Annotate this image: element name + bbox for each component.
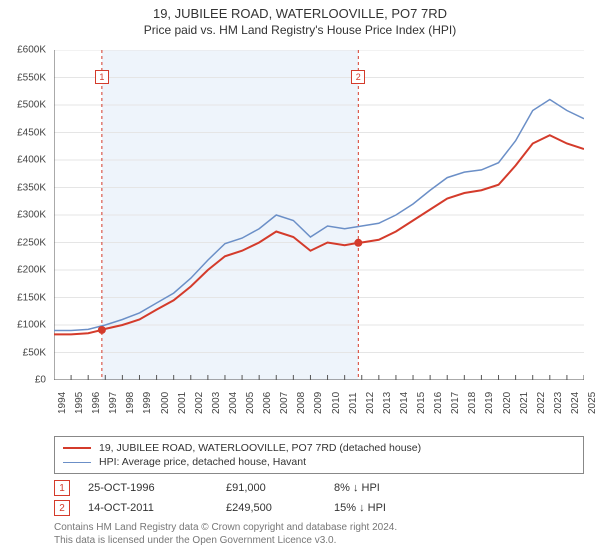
x-tick-label: 2009 xyxy=(313,392,324,414)
footer-line2: This data is licensed under the Open Gov… xyxy=(54,535,584,548)
x-tick-label: 2012 xyxy=(365,392,376,414)
x-tick-label: 2014 xyxy=(399,392,410,414)
marker-date: 25-OCT-1996 xyxy=(88,482,208,494)
y-tick-label: £0 xyxy=(35,375,46,386)
y-tick-label: £100K xyxy=(17,320,46,331)
x-tick-label: 2018 xyxy=(467,392,478,414)
legend-item: HPI: Average price, detached house, Hava… xyxy=(63,455,575,469)
marker-row: 1 25-OCT-1996 £91,000 8% ↓ HPI xyxy=(54,478,584,498)
chart-svg xyxy=(54,50,584,380)
x-tick-label: 2022 xyxy=(536,392,547,414)
plot-area: 12 xyxy=(54,50,584,380)
x-tick-label: 2025 xyxy=(587,392,598,414)
x-tick-label: 2004 xyxy=(228,392,239,414)
marker-price: £91,000 xyxy=(226,482,316,494)
x-tick-label: 2021 xyxy=(519,392,530,414)
y-tick-label: £350K xyxy=(17,182,46,193)
marker-number-box: 1 xyxy=(54,480,70,496)
marker-date: 14-OCT-2011 xyxy=(88,502,208,514)
legend-label: 19, JUBILEE ROAD, WATERLOOVILLE, PO7 7RD… xyxy=(99,442,421,454)
y-tick-label: £400K xyxy=(17,155,46,166)
x-tick-label: 1997 xyxy=(108,392,119,414)
chart-titles: 19, JUBILEE ROAD, WATERLOOVILLE, PO7 7RD… xyxy=(0,0,600,37)
chart-title: 19, JUBILEE ROAD, WATERLOOVILLE, PO7 7RD xyxy=(0,6,600,21)
x-tick-label: 2005 xyxy=(245,392,256,414)
marker-row: 2 14-OCT-2011 £249,500 15% ↓ HPI xyxy=(54,498,584,518)
x-tick-label: 2010 xyxy=(331,392,342,414)
x-tick-label: 2007 xyxy=(279,392,290,414)
x-tick-label: 2024 xyxy=(570,392,581,414)
chart-container: 19, JUBILEE ROAD, WATERLOOVILLE, PO7 7RD… xyxy=(0,0,600,560)
y-tick-label: £200K xyxy=(17,265,46,276)
x-tick-label: 2019 xyxy=(484,392,495,414)
legend: 19, JUBILEE ROAD, WATERLOOVILLE, PO7 7RD… xyxy=(54,436,584,474)
x-tick-label: 2011 xyxy=(348,392,359,414)
y-tick-label: £550K xyxy=(17,72,46,83)
x-axis-labels: 1994 1995 1996 1997 1998 1999 2000 2001 2002 2003… xyxy=(54,382,584,432)
legend-swatch xyxy=(63,462,91,463)
marker-number-box: 2 xyxy=(54,500,70,516)
marker-diff: 8% ↓ HPI xyxy=(334,482,424,494)
x-tick-label: 1996 xyxy=(91,392,102,414)
y-tick-label: £450K xyxy=(17,127,46,138)
chart-subtitle: Price paid vs. HM Land Registry's House … xyxy=(0,23,600,37)
y-tick-label: £500K xyxy=(17,100,46,111)
marker-price: £249,500 xyxy=(226,502,316,514)
y-tick-label: £150K xyxy=(17,292,46,303)
legend-label: HPI: Average price, detached house, Hava… xyxy=(99,456,306,468)
x-tick-label: 2003 xyxy=(211,392,222,414)
x-tick-label: 2000 xyxy=(160,392,171,414)
vline-marker-label: 2 xyxy=(351,70,365,84)
y-tick-label: £600K xyxy=(17,45,46,56)
x-tick-label: 2002 xyxy=(194,392,205,414)
x-tick-label: 1999 xyxy=(142,392,153,414)
y-tick-label: £250K xyxy=(17,237,46,248)
footer: Contains HM Land Registry data © Crown c… xyxy=(54,522,584,547)
x-tick-label: 1998 xyxy=(125,392,136,414)
x-tick-label: 2006 xyxy=(262,392,273,414)
legend-item: 19, JUBILEE ROAD, WATERLOOVILLE, PO7 7RD… xyxy=(63,441,575,455)
vline-marker-label: 1 xyxy=(95,70,109,84)
x-tick-label: 2016 xyxy=(433,392,444,414)
x-tick-label: 2013 xyxy=(382,392,393,414)
x-tick-label: 2001 xyxy=(177,392,188,414)
x-tick-label: 2015 xyxy=(416,392,427,414)
x-tick-label: 2008 xyxy=(296,392,307,414)
x-tick-label: 1994 xyxy=(57,392,68,414)
y-tick-label: £50K xyxy=(23,347,46,358)
marker-diff: 15% ↓ HPI xyxy=(334,502,424,514)
marker-table: 1 25-OCT-1996 £91,000 8% ↓ HPI 2 14-OCT-2011 £… xyxy=(54,478,584,518)
footer-line1: Contains HM Land Registry data © Crown c… xyxy=(54,522,584,535)
x-tick-label: 2020 xyxy=(502,392,513,414)
x-tick-label: 2023 xyxy=(553,392,564,414)
x-tick-label: 2017 xyxy=(450,392,461,414)
legend-swatch xyxy=(63,447,91,449)
y-axis-labels: £0£50K£100K£150K£200K£250K£300K£350K£400… xyxy=(0,50,50,380)
x-tick-label: 1995 xyxy=(74,392,85,414)
y-tick-label: £300K xyxy=(17,210,46,221)
